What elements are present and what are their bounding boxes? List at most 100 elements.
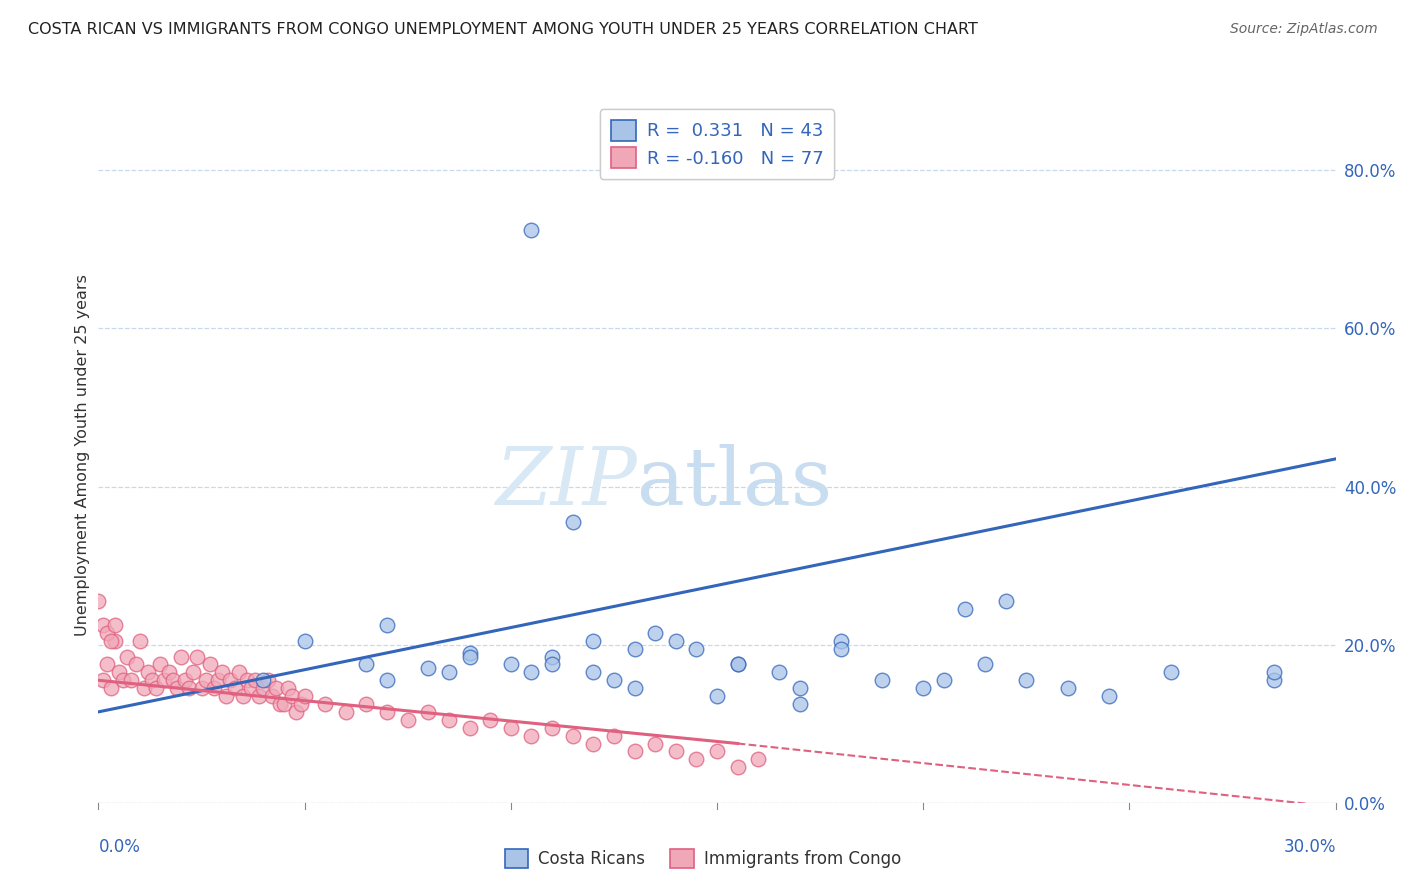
Point xyxy=(162,673,184,688)
Point xyxy=(256,673,278,688)
Point xyxy=(269,697,291,711)
Text: 30.0%: 30.0% xyxy=(1284,838,1336,856)
Point xyxy=(623,681,645,695)
Point xyxy=(112,673,135,688)
Text: ZIP: ZIP xyxy=(495,444,637,522)
Point xyxy=(104,633,127,648)
Point xyxy=(458,721,481,735)
Point xyxy=(170,649,193,664)
Point xyxy=(194,673,217,688)
Point xyxy=(1160,665,1182,680)
Point xyxy=(190,681,212,695)
Point xyxy=(356,697,378,711)
Point xyxy=(166,681,188,695)
Point xyxy=(603,729,626,743)
Point xyxy=(1056,681,1078,695)
Point xyxy=(87,594,110,608)
Point xyxy=(91,618,114,632)
Y-axis label: Unemployment Among Youth under 25 years: Unemployment Among Youth under 25 years xyxy=(75,274,90,636)
Point xyxy=(520,222,543,236)
Point xyxy=(768,665,790,680)
Point xyxy=(685,752,707,766)
Point xyxy=(228,665,250,680)
Text: atlas: atlas xyxy=(637,443,832,522)
Point xyxy=(285,705,308,719)
Point xyxy=(418,661,440,675)
Point xyxy=(96,625,118,640)
Point xyxy=(994,594,1017,608)
Point xyxy=(207,673,229,688)
Point xyxy=(294,633,316,648)
Point xyxy=(953,602,976,616)
Point xyxy=(375,705,398,719)
Legend: Costa Ricans, Immigrants from Congo: Costa Ricans, Immigrants from Congo xyxy=(498,842,908,875)
Point xyxy=(685,641,707,656)
Point xyxy=(541,657,564,672)
Legend: R =  0.331   N = 43, R = -0.160   N = 77: R = 0.331 N = 43, R = -0.160 N = 77 xyxy=(600,109,834,178)
Point xyxy=(120,673,142,688)
Point xyxy=(727,657,749,672)
Point xyxy=(912,681,935,695)
Point xyxy=(1015,673,1038,688)
Point xyxy=(458,649,481,664)
Text: Source: ZipAtlas.com: Source: ZipAtlas.com xyxy=(1230,22,1378,37)
Point xyxy=(211,665,233,680)
Point xyxy=(458,646,481,660)
Point xyxy=(181,665,204,680)
Point xyxy=(437,713,460,727)
Point xyxy=(644,625,666,640)
Point xyxy=(789,681,811,695)
Point xyxy=(665,633,688,648)
Point xyxy=(830,641,852,656)
Point xyxy=(396,713,419,727)
Point xyxy=(520,665,543,680)
Point xyxy=(104,618,127,632)
Point xyxy=(96,657,118,672)
Point xyxy=(153,673,176,688)
Point xyxy=(179,681,201,695)
Point xyxy=(117,649,139,664)
Point xyxy=(644,737,666,751)
Point xyxy=(623,744,645,758)
Point xyxy=(141,673,163,688)
Point xyxy=(603,673,626,688)
Point xyxy=(418,705,440,719)
Point xyxy=(252,673,274,688)
Point xyxy=(174,673,197,688)
Point xyxy=(1098,689,1121,703)
Point xyxy=(91,673,114,688)
Point xyxy=(1263,673,1285,688)
Point xyxy=(243,673,266,688)
Point xyxy=(520,729,543,743)
Point xyxy=(232,689,254,703)
Point xyxy=(198,657,221,672)
Point xyxy=(240,681,263,695)
Point xyxy=(281,689,304,703)
Point xyxy=(215,689,238,703)
Point xyxy=(582,633,605,648)
Point xyxy=(157,665,180,680)
Point xyxy=(260,689,283,703)
Point xyxy=(747,752,769,766)
Point xyxy=(561,729,583,743)
Point xyxy=(277,681,299,695)
Point xyxy=(706,744,728,758)
Point xyxy=(247,689,270,703)
Point xyxy=(479,713,502,727)
Point xyxy=(789,697,811,711)
Point xyxy=(124,657,146,672)
Point xyxy=(264,681,287,695)
Point xyxy=(974,657,997,672)
Point xyxy=(128,633,150,648)
Point xyxy=(290,697,312,711)
Point xyxy=(224,681,246,695)
Point xyxy=(623,641,645,656)
Point xyxy=(273,697,295,711)
Point xyxy=(219,673,242,688)
Point xyxy=(499,657,522,672)
Point xyxy=(932,673,955,688)
Point xyxy=(145,681,167,695)
Point xyxy=(582,665,605,680)
Point xyxy=(100,633,122,648)
Point xyxy=(132,681,155,695)
